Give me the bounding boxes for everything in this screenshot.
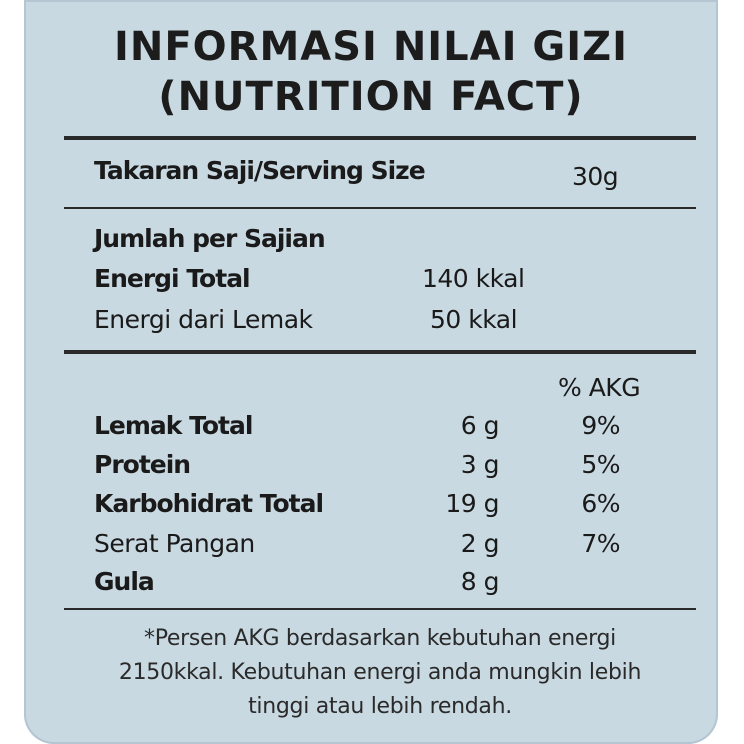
title-line-1: INFORMASI NILAI GIZI xyxy=(113,24,629,70)
nutrient-label: Gula xyxy=(94,567,155,596)
nutrient-akg: 6% xyxy=(581,489,620,518)
nutrient-akg: 9% xyxy=(581,411,620,440)
title-line-2: (NUTRITION FACT) xyxy=(158,74,584,120)
serving-size-label: Takaran Saji/Serving Size xyxy=(94,156,426,185)
divider-serving xyxy=(64,207,696,209)
nutrient-label: Serat Pangan xyxy=(94,529,255,558)
energy-total-label: Energi Total xyxy=(94,264,251,293)
nutrient-amount: 3 g xyxy=(460,450,500,479)
footnote: *Persen AKG berdasarkan kebutuhan energi… xyxy=(64,622,696,724)
nutrient-label: Karbohidrat Total xyxy=(94,489,324,518)
divider-top xyxy=(64,136,696,140)
label-title: INFORMASI NILAI GIZI (NUTRITION FACT) xyxy=(24,22,718,122)
energy-fat-value: 50 kkal xyxy=(430,305,518,334)
energy-total-value: 140 kkal xyxy=(422,264,525,293)
divider-nutrients xyxy=(64,350,696,354)
divider-footnote xyxy=(64,608,696,610)
nutrient-akg: 7% xyxy=(581,529,620,558)
nutrient-label: Lemak Total xyxy=(94,411,253,440)
footnote-line-2: 2150kkal. Kebutuhan energi anda mungkin … xyxy=(118,660,642,685)
nutrient-amount: 2 g xyxy=(460,529,500,558)
footnote-line-1: *Persen AKG berdasarkan kebutuhan energi xyxy=(144,626,616,651)
nutrient-akg: 5% xyxy=(581,450,620,479)
nutrient-label: Protein xyxy=(94,450,191,479)
serving-size-value: 30g xyxy=(572,162,619,191)
footnote-line-3: tinggi atau lebih rendah. xyxy=(248,694,512,719)
akg-column-header: % AKG xyxy=(558,373,641,402)
nutrient-amount: 8 g xyxy=(460,567,500,596)
energy-fat-label: Energi dari Lemak xyxy=(94,305,313,334)
per-serving-heading: Jumlah per Sajian xyxy=(94,224,326,253)
nutrient-amount: 6 g xyxy=(460,411,500,440)
nutrient-amount: 19 g xyxy=(445,489,499,518)
nutrition-panel: INFORMASI NILAI GIZI (NUTRITION FACT) Ta… xyxy=(24,0,718,744)
